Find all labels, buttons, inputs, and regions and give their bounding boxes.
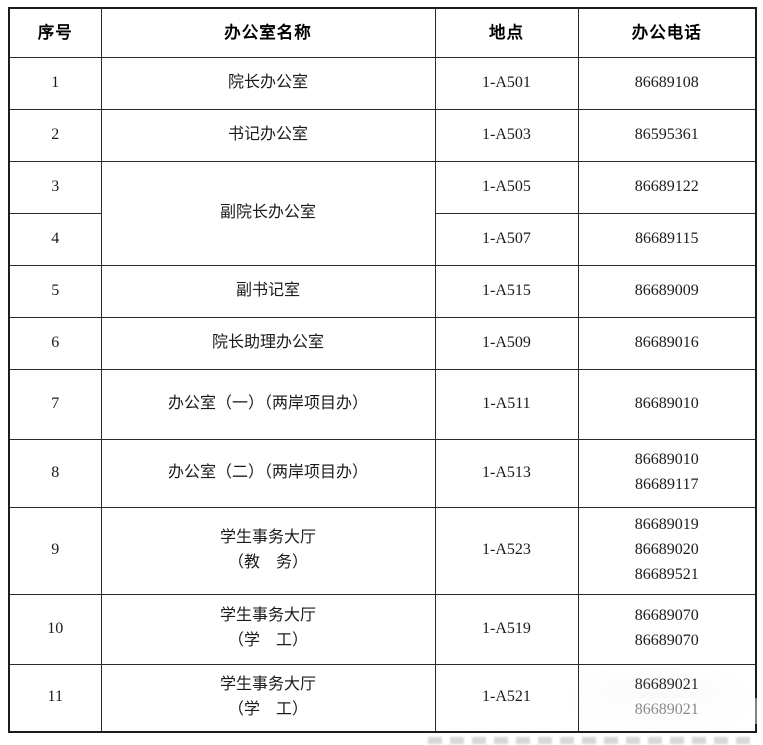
header-office-name: 办公室名称 <box>100 7 436 58</box>
cell-number: 10 <box>8 593 102 665</box>
cell-number: 3 <box>8 160 102 214</box>
cell-office-name-merged: 副院长办公室 <box>100 160 436 266</box>
cell-number: 9 <box>8 506 102 595</box>
table-row: 5 副书记室 1-A515 86689009 <box>8 264 757 318</box>
table-row: 10 学生事务大厅 （学 工） 1-A519 86689070 86689070 <box>8 593 757 665</box>
cell-phone: 86689108 <box>577 56 757 110</box>
table-row: 2 书记办公室 1-A503 86595361 <box>8 108 757 162</box>
cell-location: 1-A511 <box>434 368 579 440</box>
cell-number: 4 <box>8 212 102 266</box>
cell-phone: 86689016 <box>577 316 757 370</box>
cell-location: 1-A521 <box>434 663 579 733</box>
cell-phone: 86689122 <box>577 160 757 214</box>
table-row: 8 办公室（二）（两岸项目办） 1-A513 86689010 86689117 <box>8 438 757 508</box>
table-row: 7 办公室（一）（两岸项目办） 1-A511 86689010 <box>8 368 757 440</box>
cell-phone: 86689009 <box>577 264 757 318</box>
cell-office-name: 院长助理办公室 <box>100 316 436 370</box>
cell-location: 1-A501 <box>434 56 579 110</box>
cell-location: 1-A523 <box>434 506 579 595</box>
cell-phone: 86689010 <box>577 368 757 440</box>
cell-office-name: 副书记室 <box>100 264 436 318</box>
cell-office-name: 学生事务大厅 （学 工） <box>100 593 436 665</box>
cell-location: 1-A505 <box>434 160 579 214</box>
cell-phone: 86689010 86689117 <box>577 438 757 508</box>
cell-phone: 86689021 86689021 <box>577 663 757 733</box>
cell-number: 2 <box>8 108 102 162</box>
watermark-strip <box>428 737 758 744</box>
cell-location: 1-A503 <box>434 108 579 162</box>
cell-number: 6 <box>8 316 102 370</box>
office-directory-table: 序号 办公室名称 地点 办公电话 1 院长办公室 1-A501 86689108… <box>8 7 757 733</box>
table-header-row: 序号 办公室名称 地点 办公电话 <box>8 7 757 58</box>
cell-phone: 86595361 <box>577 108 757 162</box>
table-row: 3 副院长办公室 1-A505 86689122 <box>8 160 757 266</box>
cell-phone: 86689070 86689070 <box>577 593 757 665</box>
cell-number: 7 <box>8 368 102 440</box>
header-location: 地点 <box>434 7 579 58</box>
cell-phone: 86689115 <box>577 212 757 266</box>
table-row: 4 1-A507 86689115 <box>8 212 757 266</box>
cell-location: 1-A513 <box>434 438 579 508</box>
cell-office-name: 办公室（二）（两岸项目办） <box>100 438 436 508</box>
header-phone: 办公电话 <box>577 7 757 58</box>
table-row: 6 院长助理办公室 1-A509 86689016 <box>8 316 757 370</box>
cell-location: 1-A507 <box>434 212 579 266</box>
cell-office-name: 院长办公室 <box>100 56 436 110</box>
cell-number: 5 <box>8 264 102 318</box>
cell-number: 11 <box>8 663 102 733</box>
cell-office-name: 书记办公室 <box>100 108 436 162</box>
cell-phone: 86689019 86689020 86689521 <box>577 506 757 595</box>
cell-location: 1-A515 <box>434 264 579 318</box>
table-row: 1 院长办公室 1-A501 86689108 <box>8 56 757 110</box>
cell-office-name: 办公室（一）（两岸项目办） <box>100 368 436 440</box>
table-row: 9 学生事务大厅 （教 务） 1-A523 86689019 86689020 … <box>8 506 757 595</box>
table-row: 11 学生事务大厅 （学 工） 1-A521 86689021 86689021 <box>8 663 757 733</box>
cell-number: 8 <box>8 438 102 508</box>
cell-office-name: 学生事务大厅 （学 工） <box>100 663 436 733</box>
cell-location: 1-A519 <box>434 593 579 665</box>
header-number: 序号 <box>8 7 102 58</box>
cell-number: 1 <box>8 56 102 110</box>
cell-office-name: 学生事务大厅 （教 务） <box>100 506 436 595</box>
cell-location: 1-A509 <box>434 316 579 370</box>
